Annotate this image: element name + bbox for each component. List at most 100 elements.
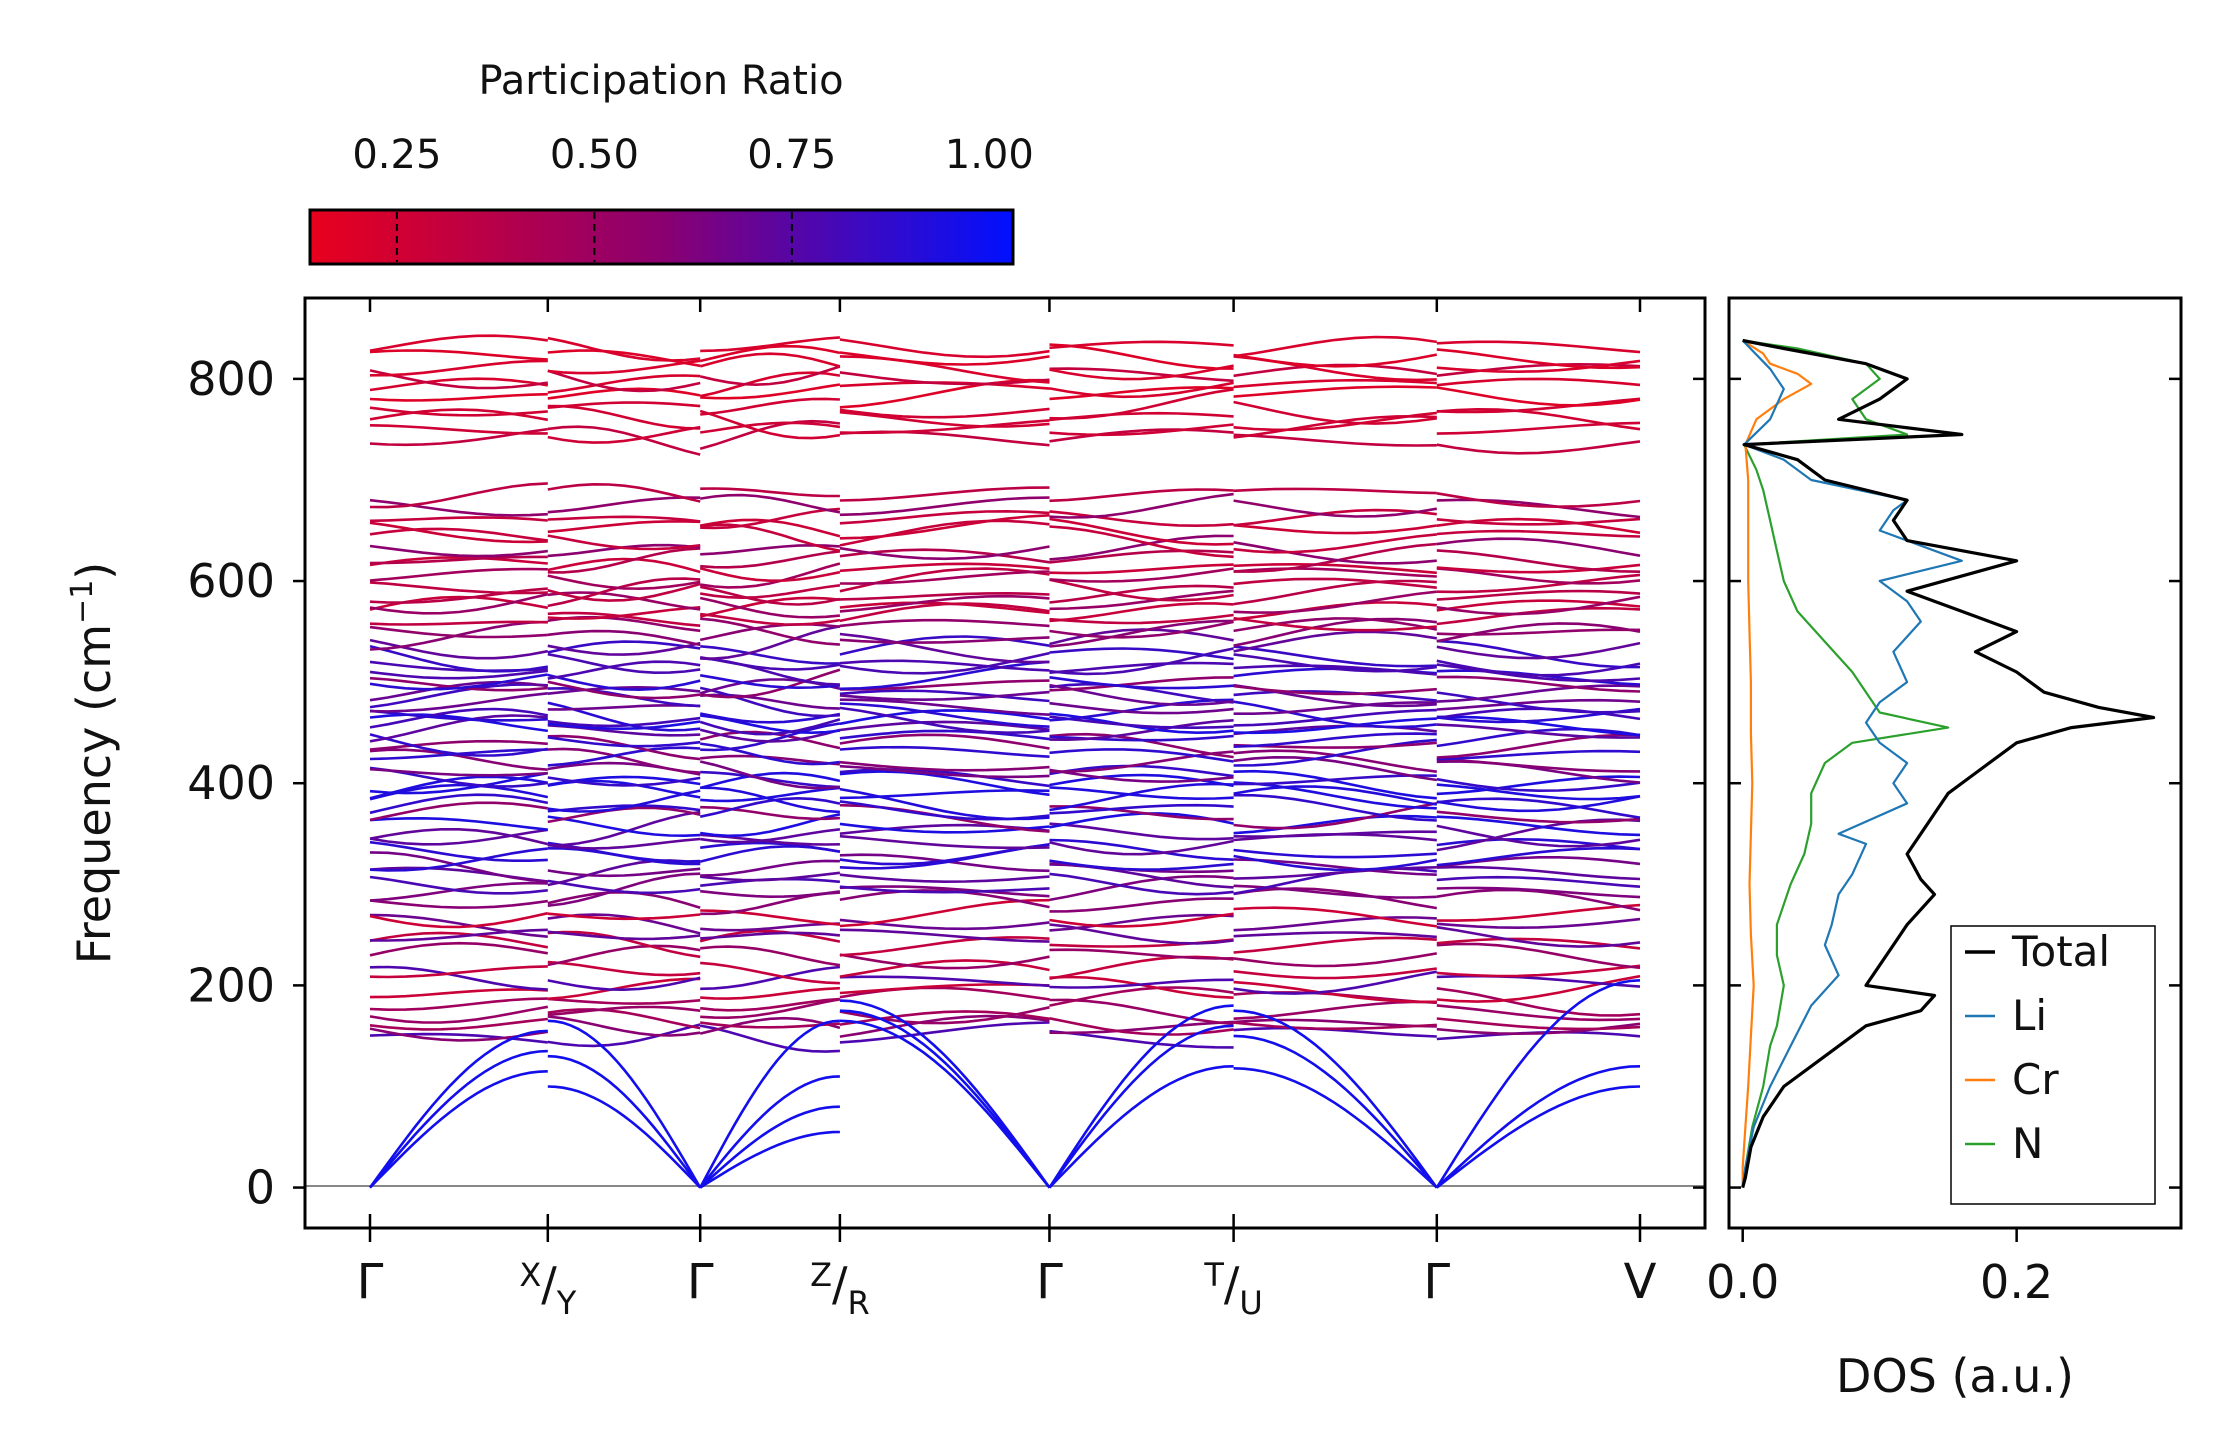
optical-band [700,922,840,932]
optical-band [1049,986,1234,1007]
optical-band [1436,775,1641,796]
optical-band [1049,510,1234,528]
optical-band [839,975,1050,988]
optical-band [369,733,549,757]
optical-band [369,828,549,846]
optical-band [369,369,548,390]
optical-band [1233,738,1437,767]
optical-band [547,673,701,692]
optical-band [839,885,1050,894]
optical-band [1049,764,1234,778]
optical-band [1049,1029,1234,1049]
acoustic-branch [369,1049,548,1189]
optical-band [839,660,1050,691]
optical-band [369,592,549,615]
optical-band [1233,499,1438,518]
optical-band [700,668,841,699]
acoustic-branch [839,999,1051,1189]
optical-band [839,834,1050,850]
acoustic-branch [1048,1024,1234,1189]
optical-band [699,674,841,690]
optical-band [699,728,841,743]
optical-band [1436,783,1641,801]
optical-band [700,487,840,498]
optical-band [369,544,548,558]
k-point-label: Z/R [810,1256,870,1322]
optical-band [547,1005,701,1017]
optical-band [1049,388,1234,420]
optical-band [1436,777,1641,793]
optical-band [1436,675,1641,693]
optical-band [1436,573,1641,594]
optical-band [369,840,548,862]
optical-band [1436,815,1641,837]
optical-band [839,689,1050,703]
optical-band [699,419,841,451]
colorbar-bar [308,208,1015,266]
optical-band [839,514,1050,540]
optical-band [547,944,701,967]
dos-x-ticks: 0.0 0.2 [1706,1228,2053,1309]
optical-band [699,760,840,790]
dos-plot-frame [1727,296,2183,1230]
k-point-label: Γ [1036,1254,1063,1310]
optical-band [547,747,701,774]
acoustic-branch [699,1130,840,1189]
optical-band [1436,698,1641,711]
optical-band [700,421,841,434]
optical-band [839,407,1050,419]
optical-band [1233,617,1437,647]
optical-band [1233,970,1438,995]
optical-band [547,815,701,838]
optical-band [1436,517,1641,526]
acoustic-branch [699,1019,840,1189]
optical-band [1436,824,1641,848]
optical-band [1049,619,1234,648]
optical-band [700,693,840,710]
optical-band [700,986,840,1000]
optical-band [1436,1017,1641,1031]
optical-band [369,498,548,517]
optical-band [369,644,548,673]
optical-band [1233,617,1438,633]
optical-band [1233,701,1437,715]
optical-band [1049,567,1234,583]
optical-band [547,591,701,611]
acoustic-branch [547,1054,702,1189]
optical-band [700,397,840,416]
optical-band [699,1016,841,1035]
optical-band [699,585,841,606]
optical-band [1233,774,1437,786]
optical-band [700,625,841,660]
optical-band [1233,936,1437,954]
optical-band [839,698,1050,716]
optical-band [839,618,1050,628]
optical-band [1049,613,1234,625]
optical-band [547,374,701,394]
optical-band [369,899,548,909]
optical-band [1233,814,1437,835]
optical-band [839,822,1050,834]
optical-band [547,640,701,654]
k-path-ticks: Γ X/Y Γ Z/R Γ T/U Γ V [357,298,1657,1322]
optical-band [1436,348,1641,370]
optical-band [547,515,701,523]
optical-band [839,378,1050,409]
optical-band [839,702,1050,728]
optical-band [1436,925,1641,948]
optical-band [369,516,548,523]
y-axis-label: Frequency (cm−1) [65,562,121,965]
optical-band [1233,567,1437,578]
optical-band [1436,974,1641,1003]
optical-band [700,998,841,1020]
acoustic-branch [1048,1004,1234,1189]
optical-band [369,482,548,509]
optical-band [839,545,1050,561]
optical-band [1436,942,1641,970]
optical-band [1436,1004,1641,1022]
optical-band [1049,647,1234,661]
optical-band [1049,913,1234,932]
optical-band [547,496,701,514]
k-point-label: X/Y [519,1256,576,1322]
optical-band [1049,423,1234,437]
